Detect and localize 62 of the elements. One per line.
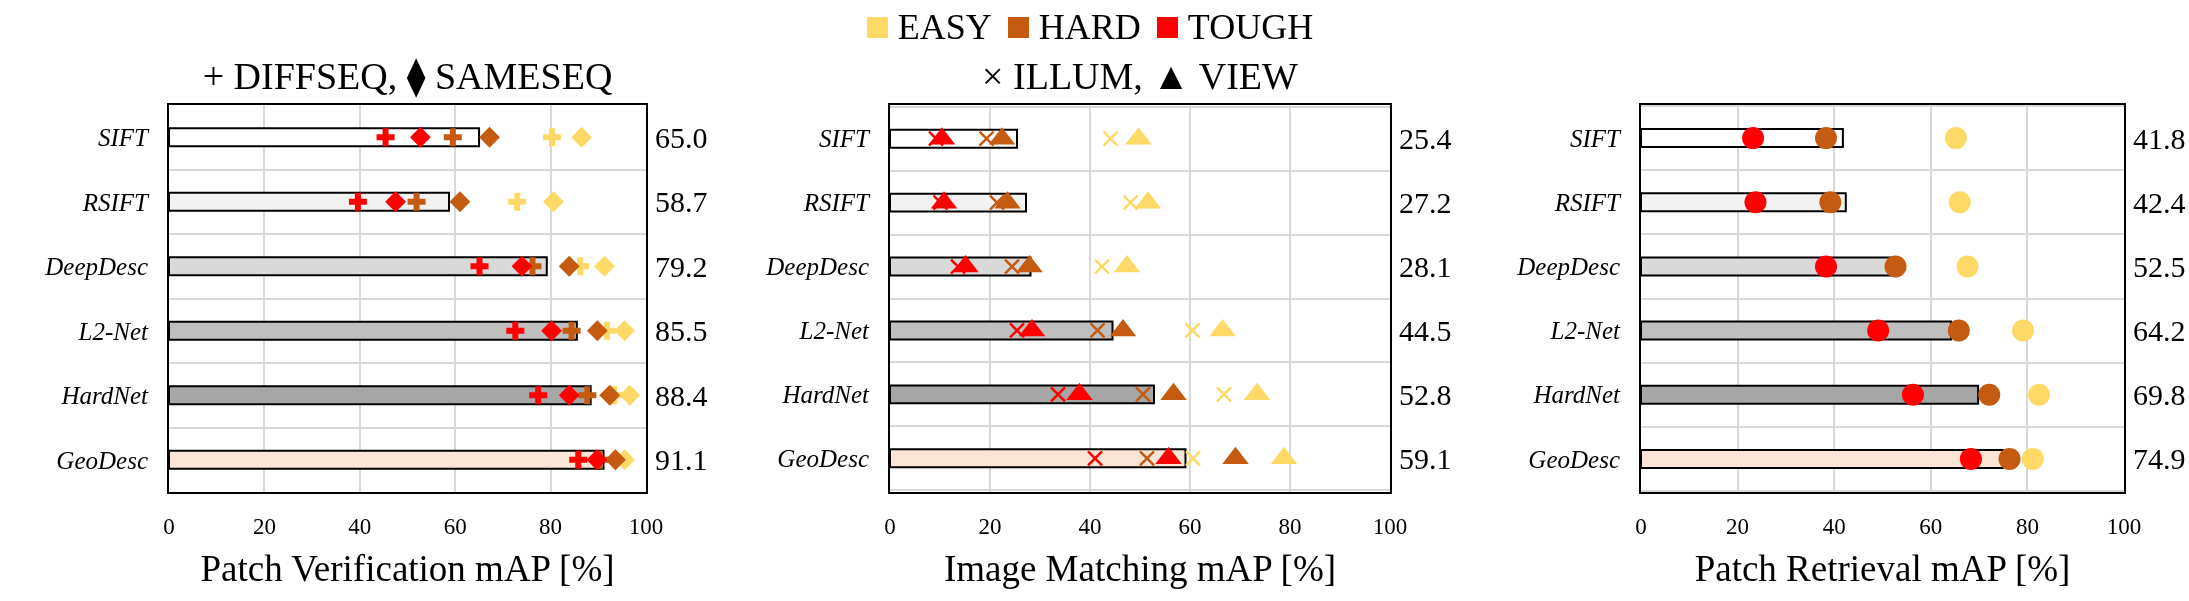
x-tick-label: 60 [443, 513, 467, 539]
x-tick-label: 40 [1822, 513, 1846, 539]
x-tick-label: 0 [1635, 513, 1647, 539]
y-tick-label: SIFT [1570, 124, 1623, 152]
data-label: 88.4 [655, 379, 708, 412]
y-tick-label: DeepDesc [1516, 253, 1620, 281]
data-label: 25.4 [1399, 122, 1452, 155]
data-label: 44.5 [1399, 314, 1452, 347]
x-tick-label: 100 [2106, 513, 2142, 539]
x-tick-label: 80 [2015, 513, 2039, 539]
x-tick-label: 20 [978, 513, 1002, 539]
y-tick-label: GeoDesc [1528, 445, 1620, 473]
x-tick-label: 40 [1078, 513, 1102, 539]
y-tick-label: RSIFT [1553, 189, 1623, 217]
x-axis-title: Image Matching mAP [%] [943, 548, 1337, 590]
x-tick-label: 0 [163, 513, 175, 539]
y-tick-label: HardNet [1532, 381, 1622, 409]
y-tick-label: SIFT [98, 124, 151, 151]
data-label: 27.2 [1399, 186, 1452, 219]
x-axis-title: Patch Retrieval mAP [%] [1694, 548, 2071, 590]
x-tick-label: 40 [348, 513, 372, 539]
data-label: 91.1 [655, 443, 708, 476]
data-label: 52.8 [1399, 378, 1452, 411]
x-tick-label: 0 [884, 513, 896, 539]
x-tick-label: 60 [1919, 513, 1943, 539]
y-tick-label: DeepDesc [44, 253, 148, 280]
data-label: 69.8 [2133, 378, 2186, 411]
x-tick-label: 100 [628, 513, 664, 539]
y-tick-label: HardNet [781, 381, 871, 409]
data-label: 28.1 [1399, 250, 1452, 283]
y-tick-label: L2-Net [798, 317, 871, 345]
chart-title: × ILLUM, ▲ VIEW [982, 55, 1299, 98]
data-label: 79.2 [655, 250, 708, 283]
data-label: 85.5 [655, 314, 708, 347]
y-tick-label: RSIFT [802, 189, 872, 217]
y-tick-label: GeoDesc [56, 446, 148, 474]
y-tick-label: L2-Net [1549, 317, 1622, 345]
data-label: 52.5 [2133, 250, 2186, 283]
chart-title: + DIFFSEQ, ⧫ SAMESEQ [202, 55, 613, 99]
data-label: 41.8 [2133, 122, 2186, 155]
legend-label: HARD [1038, 7, 1141, 47]
data-label: 59.1 [1399, 442, 1452, 475]
data-label: 58.7 [655, 185, 708, 218]
data-label: 64.2 [2133, 314, 2186, 347]
y-tick-label: RSIFT [81, 188, 151, 216]
y-tick-label: SIFT [819, 125, 872, 153]
y-tick-label: L2-Net [77, 317, 150, 345]
y-tick-label: HardNet [60, 382, 150, 409]
y-tick-label: GeoDesc [777, 445, 869, 473]
x-axis-title: Patch Verification mAP [%] [200, 548, 615, 590]
x-tick-label: 80 [539, 513, 563, 539]
data-label: 74.9 [2133, 442, 2186, 475]
data-label: 65.0 [655, 121, 708, 154]
x-tick-label: 20 [1726, 513, 1750, 539]
legend-label: TOUGH [1187, 7, 1314, 47]
x-tick-label: 80 [1278, 513, 1302, 539]
legend-label: EASY [897, 7, 992, 47]
x-tick-label: 20 [252, 513, 276, 539]
data-label: 42.4 [2133, 186, 2186, 219]
x-tick-label: 60 [1178, 513, 1202, 539]
x-tick-label: 100 [1372, 513, 1408, 539]
y-tick-label: DeepDesc [765, 253, 869, 281]
